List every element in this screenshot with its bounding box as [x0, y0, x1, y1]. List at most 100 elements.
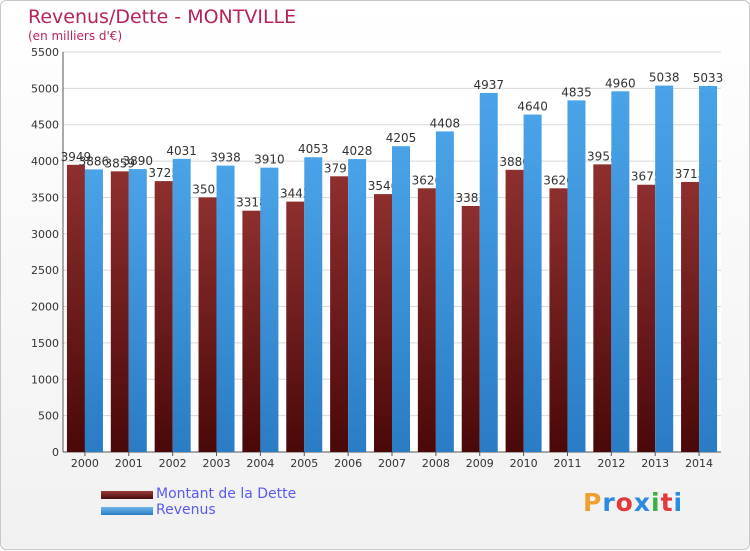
bar-dette — [417, 188, 436, 453]
bar-dette — [505, 169, 524, 452]
x-tick-label: 2004 — [246, 457, 274, 470]
bar-revenus — [348, 159, 367, 452]
bar-revenus — [655, 85, 674, 452]
x-tick-label: 2007 — [378, 457, 406, 470]
y-tick-label: 1000 — [31, 373, 59, 386]
bar-revenus — [216, 165, 235, 452]
logo-letter: o — [615, 488, 634, 517]
bar-revenus — [479, 92, 498, 452]
data-label-revenus: 4640 — [517, 100, 548, 114]
data-label-dette: 3955 — [587, 149, 618, 163]
data-label-revenus: 4205 — [386, 131, 417, 145]
data-label-revenus: 4408 — [430, 116, 461, 130]
data-label-dette: 3383 — [455, 191, 486, 205]
data-label-revenus: 4835 — [561, 85, 592, 99]
data-label-revenus: 4960 — [605, 76, 636, 90]
data-label-dette: 3626 — [412, 173, 443, 187]
data-label-dette: 3501 — [192, 182, 223, 196]
bar-revenus — [523, 114, 542, 452]
y-tick-label: 2500 — [31, 264, 59, 277]
data-label-dette: 3725 — [148, 166, 179, 180]
bar-revenus — [699, 85, 718, 453]
legend-swatch-revenus — [101, 507, 153, 515]
data-label-revenus: 3886 — [79, 154, 110, 168]
bar-dette — [637, 184, 656, 452]
data-label-dette: 3859 — [105, 156, 136, 170]
bar-dette — [198, 197, 217, 452]
data-label-dette: 3318 — [236, 196, 267, 210]
x-tick-label: 2013 — [641, 457, 669, 470]
data-label-dette: 3949 — [61, 150, 92, 164]
legend-label-dette: Montant de la Dette — [156, 486, 297, 502]
y-tick-label: 3000 — [31, 228, 59, 241]
data-label-revenus: 4937 — [473, 78, 504, 92]
data-label-dette: 3626 — [543, 173, 574, 187]
y-tick-label: 5000 — [31, 82, 59, 95]
data-label-dette: 3546 — [368, 179, 399, 193]
bar-dette — [110, 171, 129, 452]
logo-letter: i — [673, 488, 684, 517]
logo-letter: x — [633, 488, 651, 517]
bar-dette — [549, 188, 568, 453]
data-label-dette: 3880 — [499, 155, 530, 169]
bar-dette — [374, 194, 392, 453]
x-tick-label: 2012 — [597, 457, 625, 470]
data-label-revenus: 4053 — [298, 142, 329, 156]
x-tick-label: 2002 — [159, 457, 187, 470]
chart-subtitle: (en milliers d'€) — [28, 29, 123, 43]
bar-revenus — [435, 131, 454, 452]
x-tick-label: 2011 — [553, 457, 581, 470]
y-tick-label: 5500 — [31, 46, 59, 59]
y-tick-label: 4500 — [31, 119, 59, 132]
y-tick-label: 4000 — [31, 155, 59, 168]
bar-revenus — [172, 158, 191, 452]
logo-letter: P — [583, 488, 603, 517]
logo-letter: r — [602, 488, 616, 517]
legend-label-revenus: Revenus — [156, 502, 216, 518]
bar-dette — [66, 164, 85, 453]
bar-dette — [593, 164, 612, 452]
bar-revenus — [611, 91, 630, 452]
proxiti-logo: Proxiti — [583, 488, 683, 517]
data-label-revenus: 3938 — [210, 151, 241, 165]
data-label-dette: 3713 — [675, 167, 706, 181]
data-label-revenus: 3910 — [254, 153, 285, 167]
y-tick-label: 500 — [38, 410, 59, 423]
data-label-revenus: 5038 — [649, 71, 680, 85]
data-label-revenus: 4031 — [166, 144, 197, 158]
bar-dette — [286, 201, 305, 452]
data-label-revenus: 5033 — [693, 71, 724, 85]
data-label-dette: 3791 — [324, 161, 355, 175]
bar-revenus — [84, 169, 103, 452]
logo-letter: i — [651, 488, 661, 517]
data-label-revenus: 3890 — [123, 154, 154, 168]
bar-revenus — [260, 167, 279, 453]
data-label-revenus: 4028 — [342, 144, 373, 158]
bar-revenus — [392, 146, 410, 452]
x-tick-label: 2001 — [115, 457, 143, 470]
y-tick-label: 3500 — [31, 191, 59, 204]
x-tick-label: 2014 — [685, 457, 713, 470]
x-tick-label: 2003 — [203, 457, 231, 470]
bar-revenus — [128, 169, 147, 452]
bar-dette — [154, 181, 173, 452]
y-tick-label: 1500 — [31, 337, 59, 350]
bar-revenus — [567, 100, 586, 452]
logo-letter: t — [660, 488, 674, 517]
x-tick-label: 2005 — [290, 457, 318, 470]
chart-title: Revenus/Dette - MONTVILLE — [28, 6, 297, 28]
data-label-dette: 3443 — [280, 187, 311, 201]
x-tick-label: 2000 — [71, 457, 99, 470]
x-tick-label: 2010 — [510, 457, 538, 470]
bar-dette — [242, 210, 261, 452]
legend-swatch-dette — [101, 491, 153, 499]
x-tick-label: 2006 — [334, 457, 362, 470]
bar-dette — [330, 176, 349, 453]
y-tick-label: 2000 — [31, 301, 59, 314]
x-tick-label: 2008 — [422, 457, 450, 470]
bar-revenus — [304, 157, 323, 452]
y-tick-label: 0 — [52, 446, 59, 459]
x-tick-label: 2009 — [466, 457, 494, 470]
